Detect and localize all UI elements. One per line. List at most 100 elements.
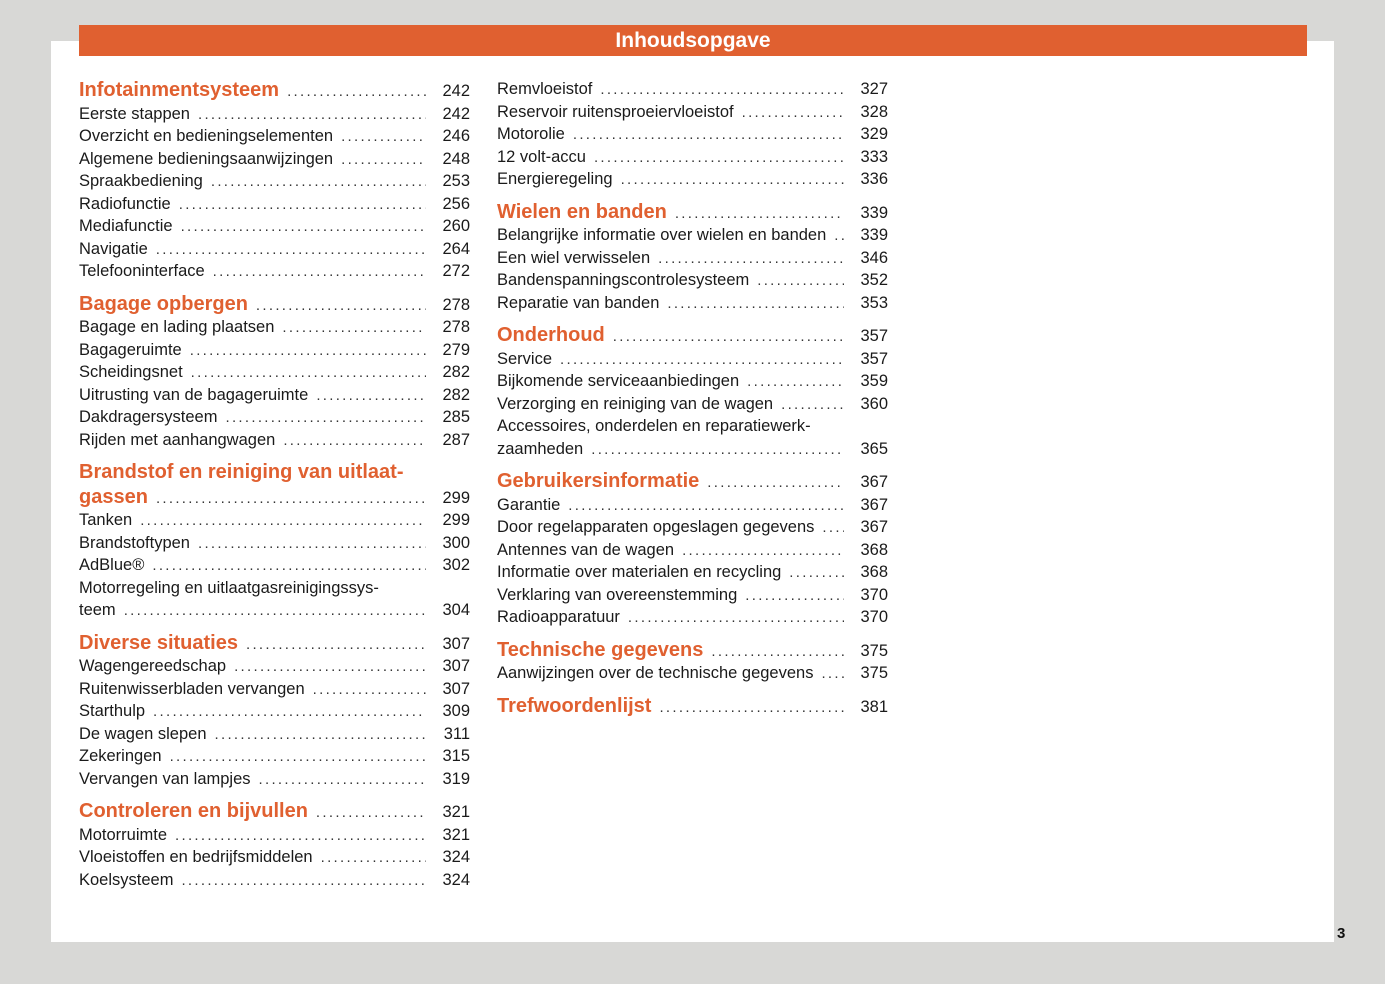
section-heading[interactable]: Gebruikersinformatie 367 — [497, 469, 888, 494]
dot-leader — [152, 555, 426, 578]
toc-entry[interactable]: Remvloeistof 327 — [497, 78, 888, 101]
toc-entry[interactable]: zaamheden 365 — [497, 438, 888, 461]
toc-entry[interactable]: AdBlue® 302 — [79, 554, 470, 577]
toc-entry-label: Een wiel verwisselen — [497, 248, 651, 267]
toc-entry[interactable]: 12 volt-accu 333 — [497, 146, 888, 169]
section-heading[interactable]: Infotainmentsysteem 242 — [79, 78, 470, 103]
toc-entry-label: Aanwijzingen over de technische gegevens — [497, 664, 814, 682]
dot-leader — [789, 562, 844, 585]
toc-entry-page: 272 — [442, 262, 470, 280]
dot-leader — [181, 870, 426, 893]
toc-entry[interactable]: Belangrijke informatie over wielen en ba… — [497, 224, 888, 247]
toc-entry[interactable]: Scheidingsnet 282 — [79, 361, 470, 384]
toc-entry[interactable]: Telefooninterface 272 — [79, 260, 470, 283]
section-heading[interactable]: Controleren en bijvullen 321 — [79, 799, 470, 824]
toc-entry-page: 365 — [860, 439, 888, 458]
toc-entry[interactable]: Radioapparatuur 370 — [497, 606, 888, 629]
toc-entry[interactable]: Zekeringen 315 — [79, 745, 470, 768]
section-heading[interactable]: Bagage opbergen 278 — [79, 292, 470, 317]
toc-entry[interactable]: Bagage en lading plaatsen 278 — [79, 316, 470, 339]
section-heading[interactable]: Trefwoordenlijst 381 — [497, 694, 888, 719]
toc-entry[interactable]: Door regelapparaten opgeslagen gegevens 3… — [497, 516, 888, 539]
toc-entry[interactable]: Reservoir ruitensproeiervloeistof 328 — [497, 101, 888, 124]
toc-entry[interactable]: Koelsysteem 324 — [79, 869, 470, 892]
dot-leader — [198, 104, 426, 127]
toc-entry-label: Brandstoftypen — [79, 533, 190, 552]
toc-entry-label: Door regelapparaten opgeslagen gegevens — [497, 518, 815, 536]
toc-entry[interactable]: Wagengereedschap 307 — [79, 655, 470, 678]
toc-entry[interactable]: Tanken 299 — [79, 509, 470, 532]
toc-entry-page: 256 — [442, 194, 470, 213]
toc-entry-page: 321 — [442, 825, 470, 844]
toc-entry[interactable]: Aanwijzingen over de technische gegevens… — [497, 662, 888, 685]
toc-entry-label: Verzorging en reiniging van de wagen — [497, 394, 774, 413]
toc-entry[interactable]: teem 304 — [79, 599, 470, 622]
toc-entry[interactable]: Eerste stappen 242 — [79, 103, 470, 126]
toc-entry[interactable]: Motorruimte 321 — [79, 824, 470, 847]
toc-entry[interactable]: Garantie 367 — [497, 494, 888, 517]
toc-entry-page: 367 — [860, 495, 888, 514]
toc-entry-page: 260 — [442, 217, 470, 235]
toc-entry[interactable]: Spraakbediening 253 — [79, 170, 470, 193]
dot-leader — [675, 202, 844, 227]
toc-entry[interactable]: Accessoires, onderdelen en reparatiewerk… — [497, 415, 888, 438]
toc-entry-label: Motorolie — [497, 125, 565, 143]
section-heading[interactable]: Onderhoud 357 — [497, 323, 888, 348]
section-heading[interactable]: Diverse situaties 307 — [79, 631, 470, 656]
toc-entry[interactable]: Uitrusting van de bagageruimte 282 — [79, 384, 470, 407]
toc-entry[interactable]: Radiofunctie 256 — [79, 193, 470, 216]
dot-leader — [707, 471, 844, 496]
toc-entry[interactable]: Navigatie 264 — [79, 238, 470, 261]
toc-entry[interactable]: De wagen slepen 311 — [79, 723, 470, 746]
toc-entry[interactable]: Algemene bedieningsaanwijzingen 248 — [79, 148, 470, 171]
dot-leader — [316, 801, 426, 826]
toc-entry[interactable]: Een wiel verwisselen 346 — [497, 247, 888, 270]
section-heading[interactable]: Technische gegevens 375 — [497, 638, 888, 663]
toc-entry[interactable]: Antennes van de wagen 368 — [497, 539, 888, 562]
toc-entry-label: Uitrusting van de bagageruimte — [79, 385, 309, 404]
section-heading-page: 339 — [860, 203, 888, 222]
toc-entry-label: Accessoires, onderdelen en reparatiewerk… — [497, 417, 811, 435]
section-heading-label: Wielen en banden — [497, 200, 667, 223]
toc-entry[interactable]: Bagageruimte 279 — [79, 339, 470, 362]
toc-entry[interactable]: Motorolie 329 — [497, 123, 888, 146]
toc-entry-label: Telefooninterface — [79, 262, 205, 280]
toc-entry[interactable]: Verklaring van overeenstemming 370 — [497, 584, 888, 607]
toc-entry-label: Tanken — [79, 511, 133, 529]
section-heading[interactable]: Brandstof en reiniging van uitlaat- — [79, 460, 470, 485]
toc-entry[interactable]: Informatie over materialen en recycling 3… — [497, 561, 888, 584]
dot-leader — [667, 293, 844, 316]
toc-entry[interactable]: Motorregeling en uitlaatgasreinigingssys… — [79, 577, 470, 600]
toc-entry[interactable]: Ruitenwisserbladen vervangen 307 — [79, 678, 470, 701]
toc-entry-label: Navigatie — [79, 239, 148, 258]
toc-entry[interactable]: Mediafunctie 260 — [79, 215, 470, 238]
toc-entry-label: Bijkomende serviceaanbiedingen — [497, 372, 740, 390]
dot-leader — [191, 362, 426, 385]
toc-entry[interactable]: Reparatie van banden 353 — [497, 292, 888, 315]
dot-leader — [156, 239, 426, 262]
toc-entry-label: Reservoir ruitensproeiervloeistof — [497, 102, 734, 121]
toc-entry[interactable]: Service 357 — [497, 348, 888, 371]
section-heading-page: 381 — [860, 697, 888, 716]
toc-section: Brandstof en reiniging van uitlaat-gasse… — [79, 460, 470, 622]
toc-entry-page: 357 — [860, 349, 888, 368]
dot-leader — [153, 701, 426, 724]
section-heading[interactable]: Wielen en banden 339 — [497, 200, 888, 225]
toc-entry[interactable]: Energieregeling 336 — [497, 168, 888, 191]
toc-entry[interactable]: Overzicht en bedieningselementen 246 — [79, 125, 470, 148]
toc-entry[interactable]: Bandenspanningscontrolesysteem 352 — [497, 269, 888, 292]
section-heading[interactable]: gassen 299 — [79, 485, 470, 510]
toc-entry[interactable]: Bijkomende serviceaanbiedingen 359 — [497, 370, 888, 393]
toc-entry[interactable]: Brandstoftypen 300 — [79, 532, 470, 555]
toc-entry[interactable]: Rijden met aanhangwagen 287 — [79, 429, 470, 452]
section-heading-page: 242 — [442, 82, 470, 100]
toc-entry[interactable]: Vloeistoffen en bedrijfsmiddelen 324 — [79, 846, 470, 869]
dot-leader — [600, 79, 844, 102]
toc-entry-page: 333 — [860, 147, 888, 166]
toc-entry[interactable]: Verzorging en reiniging van de wagen 360 — [497, 393, 888, 416]
dot-leader — [659, 696, 844, 721]
toc-entry[interactable]: Dakdragersysteem 285 — [79, 406, 470, 429]
toc-entry[interactable]: Vervangen van lampjes 319 — [79, 768, 470, 791]
toc-entry[interactable]: Starthulp 309 — [79, 700, 470, 723]
dot-leader — [175, 825, 426, 848]
